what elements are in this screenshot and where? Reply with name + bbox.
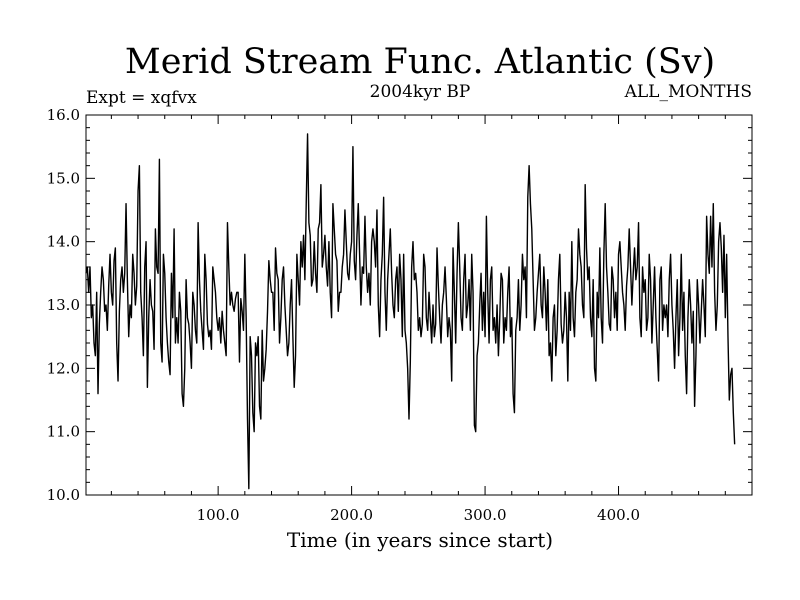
chart-title: Merid Stream Func. Atlantic (Sv)	[125, 42, 715, 82]
series-line	[85, 133, 736, 490]
x-tick-label: 300.0	[464, 506, 507, 524]
chart-subtitle: 2004kyr BP	[370, 82, 471, 102]
x-tick-label: 200.0	[330, 506, 373, 524]
y-tick-label: 10.0	[47, 486, 80, 504]
y-tick-label: 13.0	[47, 296, 80, 314]
y-tick-label: 12.0	[47, 359, 80, 377]
y-tick-label: 14.0	[47, 233, 80, 251]
y-axis: 10.0 11.0 12.0 13.0 14.0 15.0 16.0	[47, 106, 752, 504]
x-tick-label: 400.0	[597, 506, 640, 524]
x-tick-label: 100.0	[197, 506, 240, 524]
x-axis-label: Time (in years since start)	[287, 528, 553, 552]
months-label: ALL_MONTHS	[624, 82, 752, 102]
y-tick-label: 11.0	[47, 423, 80, 441]
x-axis: 100.0 200.0 300.0 400.0	[110, 115, 726, 524]
experiment-label: Expt = xqfvx	[86, 88, 197, 108]
y-tick-label: 16.0	[47, 106, 80, 124]
y-tick-label: 15.0	[47, 169, 80, 187]
